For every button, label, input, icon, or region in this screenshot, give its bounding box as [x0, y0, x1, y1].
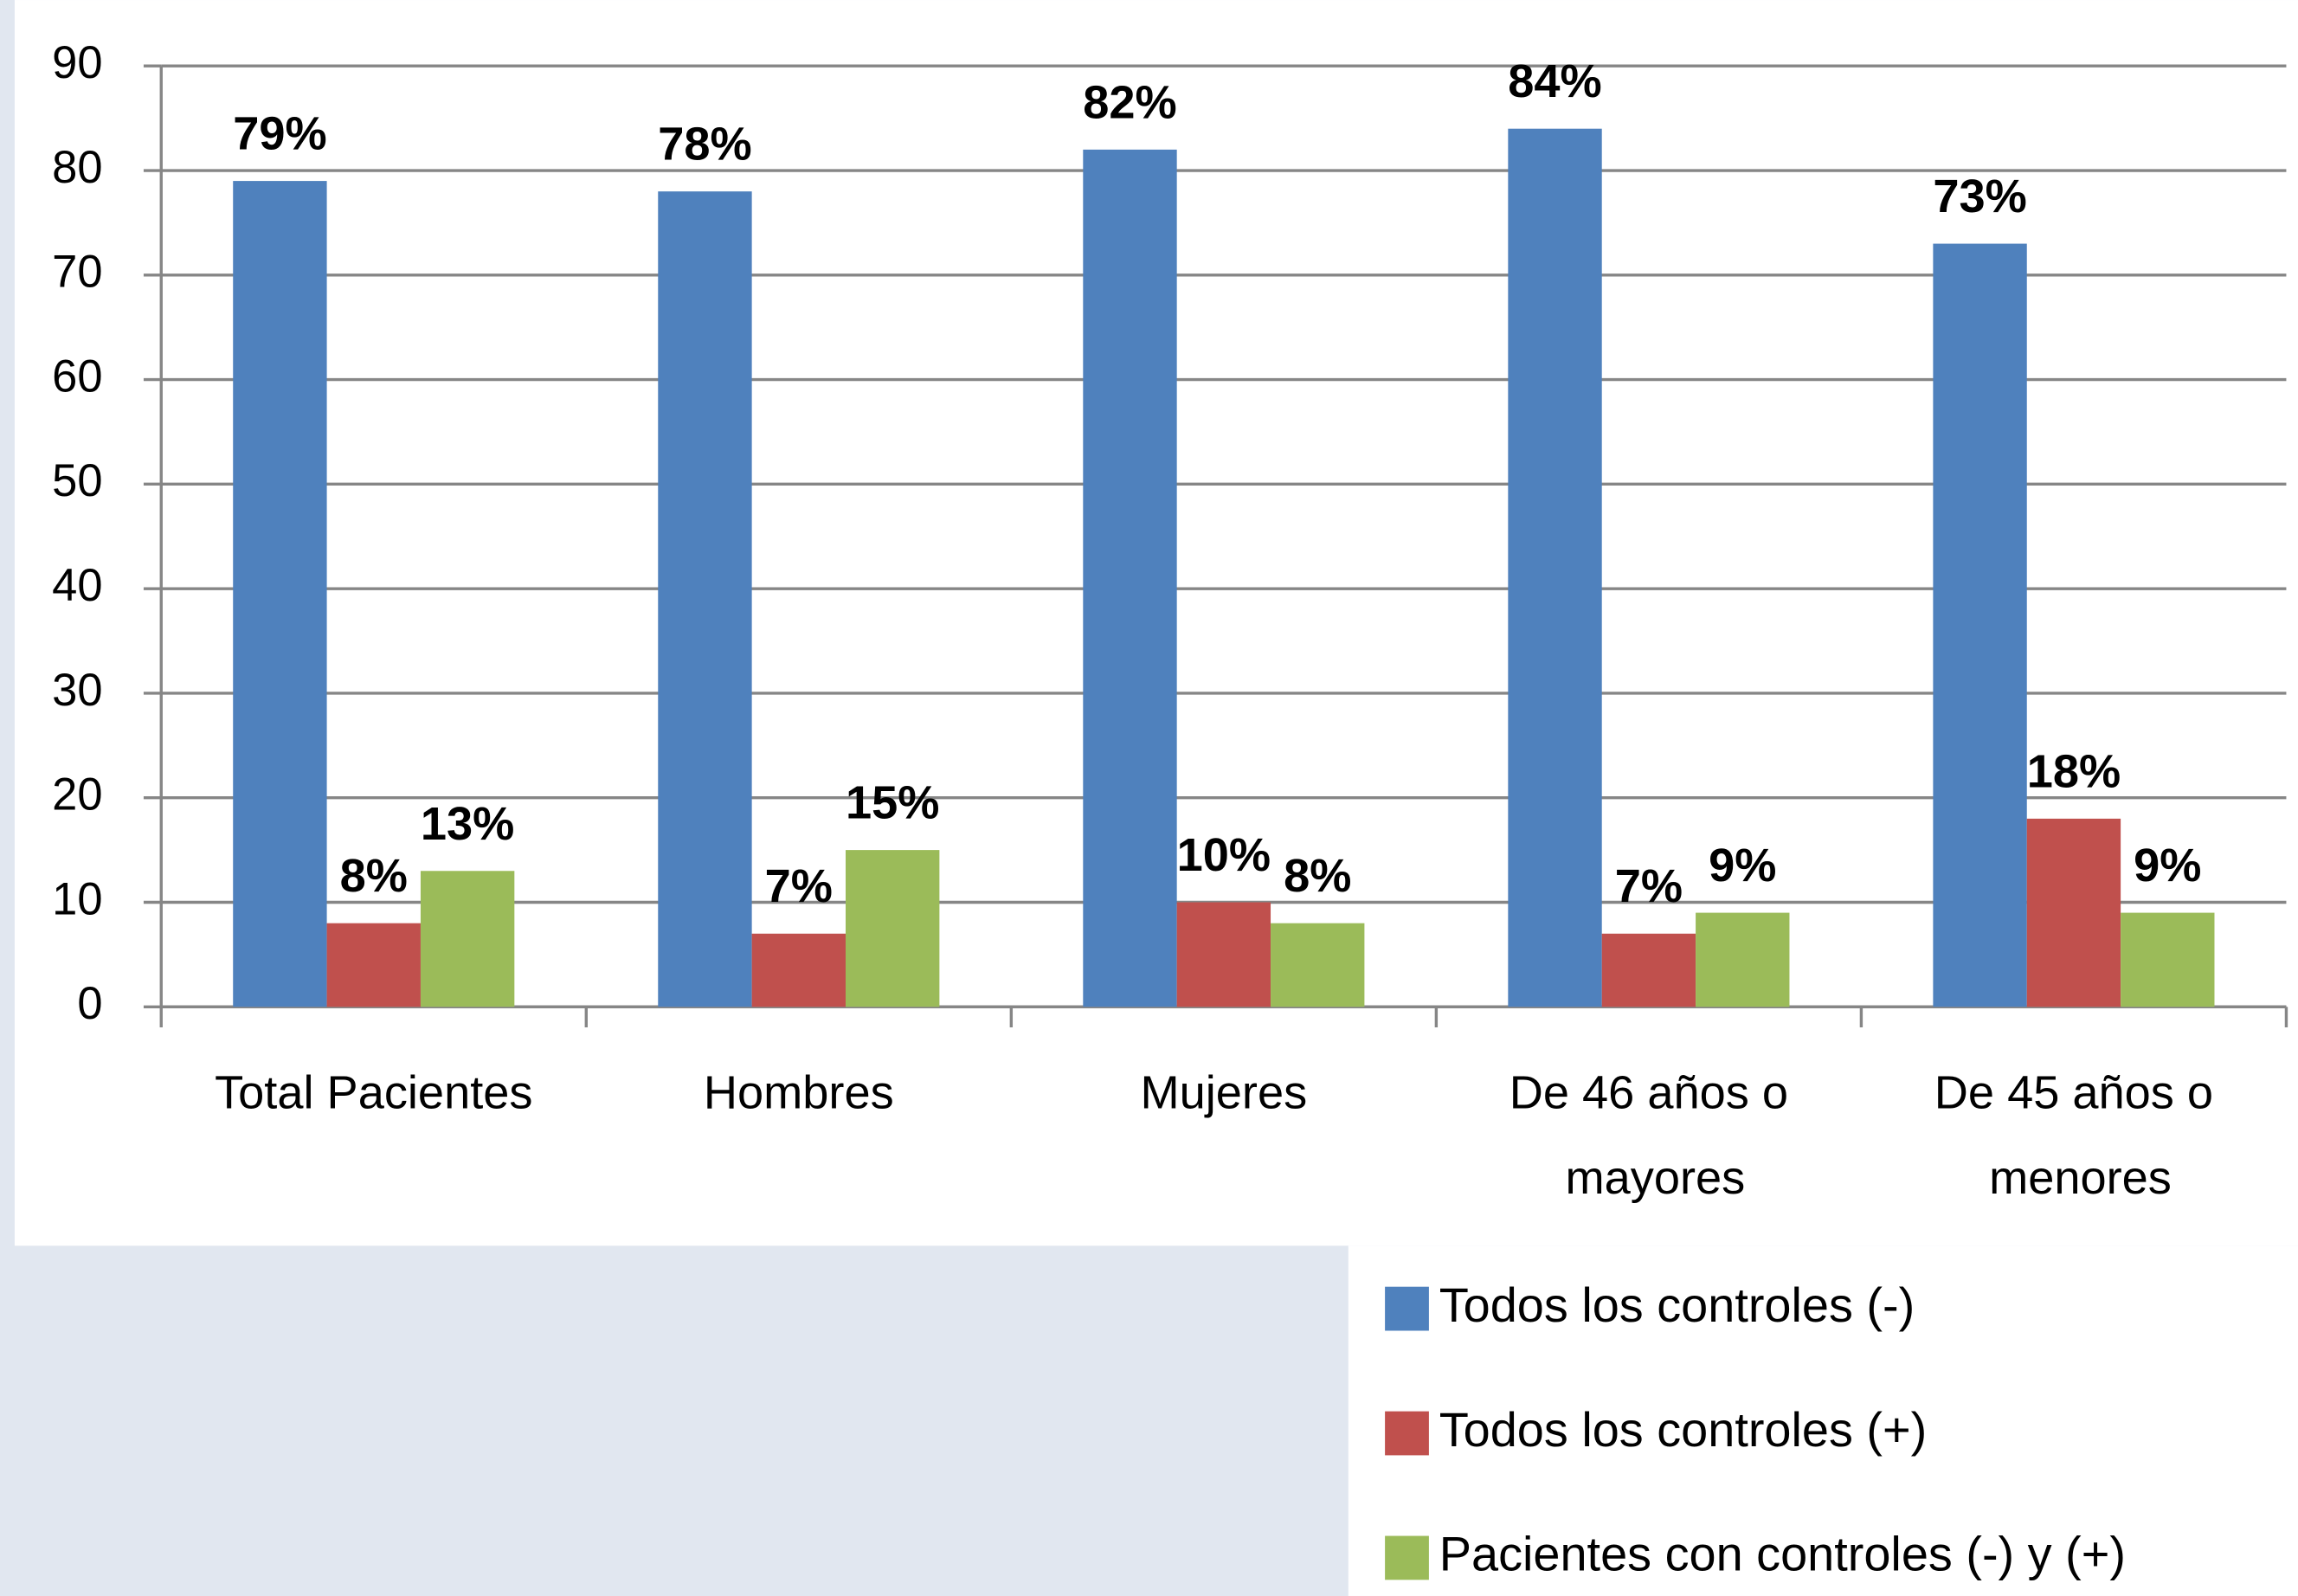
y-tick-label: 0: [77, 978, 102, 1029]
bar: [2121, 912, 2215, 1007]
legend-label: Todos los controles (+): [1439, 1402, 1928, 1457]
y-tick-label: 20: [52, 769, 102, 821]
data-label: 15%: [846, 777, 939, 829]
legend-label: Pacientes con controles (-) y (+): [1439, 1527, 2126, 1581]
y-tick-label: 60: [52, 351, 102, 402]
bar: [1176, 902, 1271, 1007]
bar: [1696, 912, 1790, 1007]
data-label: 78%: [658, 119, 751, 171]
y-tick-label: 40: [52, 560, 102, 611]
data-label: 18%: [2027, 745, 2121, 797]
x-tick-label: Mujeres: [1141, 1067, 1308, 1119]
legend-area: [1348, 1245, 2298, 1596]
data-label: 9%: [1709, 840, 1776, 891]
bar: [233, 181, 327, 1007]
bar: [420, 871, 515, 1007]
data-label: 7%: [765, 860, 833, 912]
data-label: 84%: [1508, 55, 1601, 107]
y-tick-label: 80: [52, 142, 102, 193]
y-tick-label: 10: [52, 873, 102, 924]
data-label: 9%: [2134, 840, 2201, 891]
data-label: 10%: [1177, 829, 1271, 881]
bar: [326, 923, 421, 1007]
bar: [1508, 128, 1602, 1007]
bar: [845, 850, 940, 1007]
data-label: 73%: [1933, 171, 2026, 222]
data-label: 13%: [421, 798, 514, 850]
data-label: 82%: [1083, 76, 1176, 128]
bar: [658, 191, 752, 1007]
x-tick-label: Hombres: [704, 1067, 894, 1119]
legend-label: Todos los controles (-): [1439, 1277, 1915, 1332]
y-tick-label: 30: [52, 665, 102, 716]
bar: [1083, 149, 1177, 1007]
legend-swatch: [1385, 1411, 1429, 1456]
legend-swatch: [1385, 1286, 1429, 1331]
y-tick-label: 90: [52, 37, 102, 88]
x-tick-label: De 45 años o menores: [1934, 1067, 2213, 1204]
y-tick-label: 70: [52, 247, 102, 298]
bar: [1601, 933, 1696, 1007]
bar: [2026, 818, 2121, 1007]
data-label: 8%: [340, 850, 408, 902]
x-tick-label: De 46 años o mayores: [1509, 1067, 1788, 1204]
y-tick-label: 50: [52, 455, 102, 506]
data-label: 79%: [233, 108, 326, 160]
x-tick-label: Total Pacientes: [215, 1067, 532, 1119]
data-label: 7%: [1615, 860, 1683, 912]
bar: [751, 933, 846, 1007]
data-label: 8%: [1284, 850, 1351, 902]
bar: [1271, 923, 1365, 1007]
bar: [1933, 243, 2027, 1007]
legend-swatch: [1385, 1535, 1429, 1580]
